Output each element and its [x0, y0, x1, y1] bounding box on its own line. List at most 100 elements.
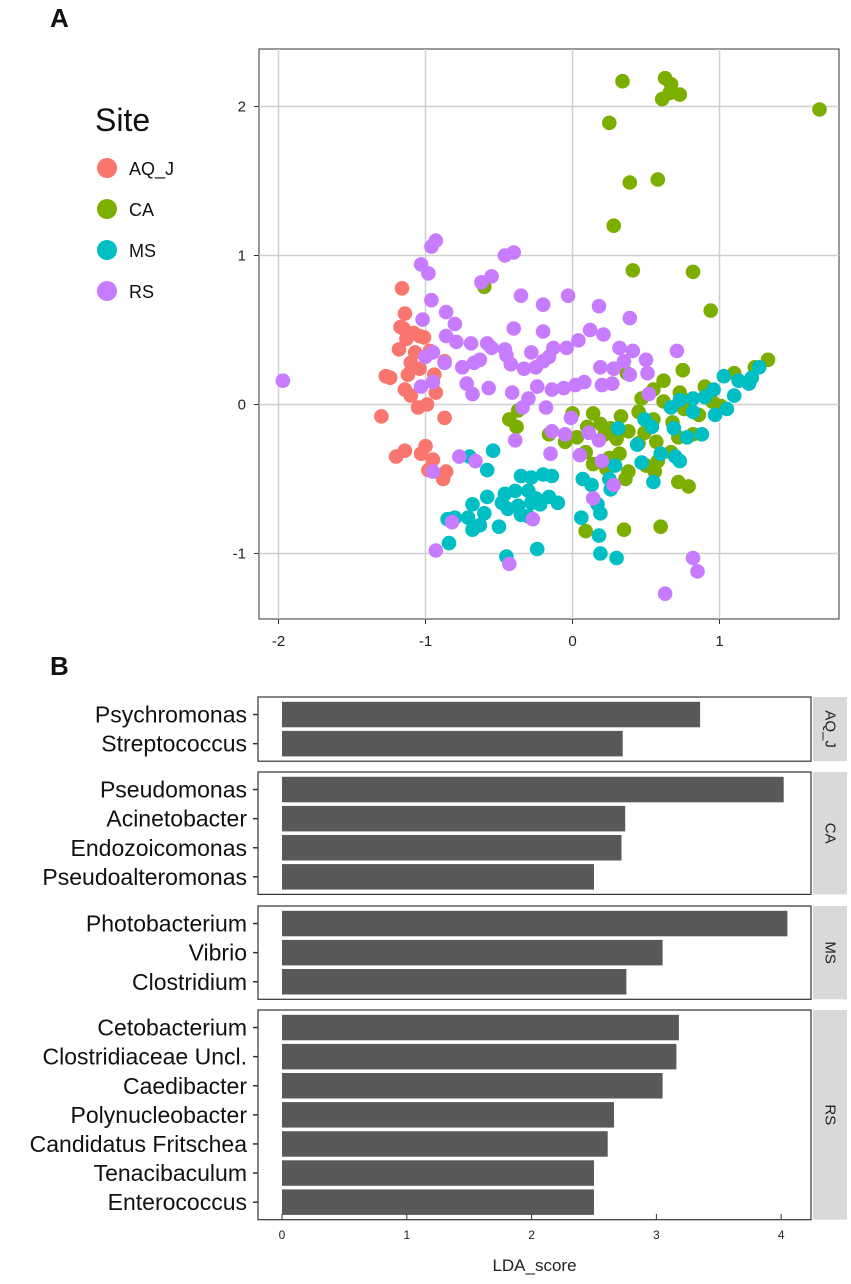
scatter-point	[413, 446, 429, 462]
scatter-point	[644, 419, 660, 435]
scatter-point	[672, 87, 688, 102]
scatter-point	[726, 388, 742, 403]
scatter-point	[550, 495, 566, 511]
scatter-point	[697, 389, 713, 405]
scatter-point	[629, 437, 645, 453]
scatter-point	[656, 373, 671, 389]
scatter-point	[535, 324, 551, 339]
scatter-point	[625, 343, 641, 359]
bar-x-tick-label: 2	[528, 1228, 535, 1242]
scatter-point	[610, 421, 626, 436]
scatter-point	[428, 543, 444, 558]
scatter-point	[577, 374, 592, 390]
category-label: Acinetobacter	[106, 806, 247, 832]
scatter-point	[690, 564, 705, 579]
lda-bar	[282, 1131, 608, 1157]
scatter-x-tick-label: 0	[568, 633, 576, 650]
scatter-point	[378, 368, 394, 384]
scatter-point	[703, 303, 718, 318]
series-rs	[275, 233, 705, 601]
scatter-point	[591, 298, 607, 314]
scatter-point	[546, 340, 561, 356]
scatter-point	[399, 331, 414, 347]
lda-bar	[282, 805, 626, 832]
facet-strip	[813, 772, 847, 895]
scatter-point	[593, 416, 608, 432]
scatter-point	[574, 510, 589, 525]
scatter-point	[681, 479, 696, 494]
scatter-point	[479, 489, 495, 505]
scatter-point	[640, 365, 655, 381]
lda-bar	[282, 1043, 677, 1070]
scatter-point	[613, 409, 629, 424]
scatter-point	[465, 497, 480, 512]
category-label: Pseudoalteromonas	[42, 864, 247, 890]
scatter-point	[410, 400, 426, 415]
facet-strip-label: RS	[822, 1104, 839, 1125]
scatter-point	[438, 304, 454, 320]
facet-ms: MS Photobacterium Vibrio Clostridium	[86, 905, 847, 1000]
scatter-point	[675, 362, 691, 378]
scatter-point	[649, 434, 664, 450]
scatter-point	[415, 312, 430, 327]
scatter-point	[479, 462, 495, 478]
facet-strip	[813, 1010, 847, 1220]
scatter-point	[618, 471, 633, 487]
lda-bar	[282, 701, 701, 728]
scatter-point	[612, 340, 627, 356]
scatter-point	[672, 453, 688, 469]
scatter-point	[418, 349, 433, 365]
scatter-point	[466, 355, 482, 371]
scatter-point	[593, 506, 608, 521]
scatter-point	[646, 474, 661, 490]
legend-swatch	[97, 240, 117, 260]
scatter-point	[463, 336, 479, 351]
scatter-point	[657, 586, 673, 601]
scatter-y-tick-label: -1	[233, 546, 246, 563]
scatter-point	[394, 281, 410, 296]
scatter-point	[516, 361, 532, 377]
category-label: Endozoicomonas	[71, 835, 247, 861]
scatter-point	[544, 468, 560, 484]
scatter-point	[509, 419, 524, 435]
scatter-point	[559, 340, 574, 356]
lda-bar	[282, 910, 788, 937]
bar-x-tick-label: 4	[778, 1228, 785, 1242]
scatter-point	[679, 430, 695, 445]
scatter-point	[616, 354, 632, 369]
scatter-point	[444, 514, 460, 530]
scatter-point	[638, 352, 654, 368]
category-label: Caedibacter	[123, 1073, 247, 1099]
category-label: Enterococcus	[108, 1189, 247, 1215]
facet-strip-label: AQ_J	[822, 710, 839, 748]
facet-strip-label: MS	[822, 941, 839, 964]
lda-bar	[282, 864, 594, 890]
scatter-point	[685, 550, 701, 566]
scatter-point	[669, 343, 685, 359]
scatter-point	[532, 497, 548, 512]
scatter-point	[507, 433, 523, 448]
legend-label: CA	[129, 200, 154, 220]
scatter-point	[596, 327, 611, 342]
legend-title: Site	[95, 102, 150, 138]
scatter-point	[685, 264, 701, 280]
scatter-point	[812, 102, 827, 117]
scatter-point	[413, 379, 429, 394]
category-label: Clostridium	[132, 969, 247, 995]
bar-x-tick-label: 1	[403, 1228, 410, 1242]
scatter-point	[622, 175, 638, 190]
scatter-point	[653, 446, 668, 462]
scatter-x-tick-label: -2	[272, 633, 285, 650]
panel-a-letter: A	[50, 3, 69, 33]
scatter-point	[529, 379, 545, 394]
scatter-point	[403, 388, 419, 403]
scatter-point	[569, 430, 585, 445]
scatter-point	[524, 470, 539, 485]
scatter-point	[485, 443, 501, 459]
legend-swatch	[97, 281, 117, 301]
category-label: Cetobacterium	[97, 1015, 247, 1041]
scatter-point	[606, 477, 621, 493]
scatter-point	[441, 535, 457, 551]
scatter-point	[529, 541, 545, 557]
scatter-point	[400, 367, 416, 383]
